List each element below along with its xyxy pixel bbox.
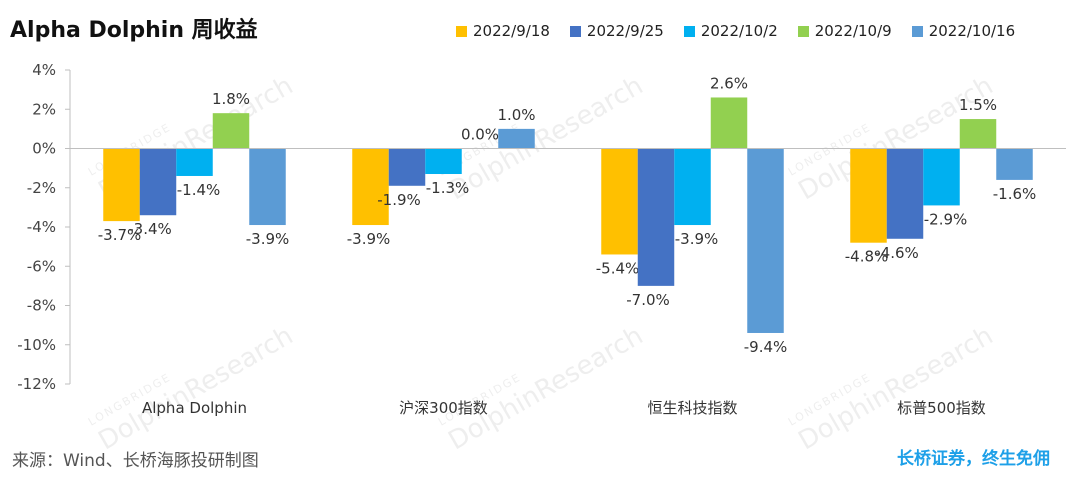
data-label: -7.0% (626, 291, 670, 309)
data-label: -3.9% (347, 230, 391, 248)
bar (996, 148, 1033, 180)
y-tick-label: -4% (27, 218, 56, 236)
data-label: 1.0% (497, 106, 535, 124)
legend-swatch-3 (797, 25, 809, 37)
data-label: 1.8% (212, 90, 250, 108)
data-label: -1.6% (993, 185, 1037, 203)
source-note: 来源：Wind、长桥海豚投研制图 (12, 451, 259, 471)
data-label: -3.9% (246, 230, 290, 248)
legend-item-1: 2022/9/25 (569, 22, 664, 40)
chart-title: Alpha Dolphin 周收益 (10, 18, 258, 43)
y-tick-label: -8% (27, 297, 56, 315)
bar (139, 148, 177, 216)
bar (601, 148, 638, 255)
data-label: -4.8% (845, 248, 889, 266)
legend-label-1: 2022/9/25 (586, 22, 664, 40)
data-label: -3.9% (675, 230, 719, 248)
x-category-label: 恒生科技指数 (647, 399, 737, 417)
watermark-name: DolphinResearch (94, 321, 299, 457)
bar (850, 148, 887, 243)
legend-label-4: 2022/10/16 (928, 22, 1016, 40)
legend-label-0: 2022/9/18 (473, 22, 550, 40)
watermark-name: DolphinResearch (444, 321, 649, 457)
y-tick-label: 2% (32, 100, 56, 118)
data-label: -1.4% (177, 181, 221, 199)
data-label: -3.7% (98, 226, 142, 244)
watermark-name: DolphinResearch (794, 321, 999, 457)
legend-swatch-2 (683, 25, 695, 37)
bar (674, 148, 711, 226)
bar (103, 148, 140, 222)
data-label: -1.3% (426, 179, 470, 197)
legend-label-2: 2022/10/2 (700, 22, 778, 40)
brand-slogan: 长桥证券，终生免佣 (897, 449, 1050, 469)
legend-swatch-4 (911, 25, 923, 37)
bar (959, 119, 997, 149)
legend-item-4: 2022/10/16 (911, 22, 1016, 40)
data-label: -2.9% (924, 210, 968, 228)
bar (388, 148, 426, 186)
data-label: -4.6% (875, 244, 919, 262)
legend-item-3: 2022/10/9 (797, 22, 892, 40)
legend-swatch-1 (569, 25, 581, 37)
y-tick-label: -10% (17, 336, 56, 354)
legend-swatch-0 (456, 25, 467, 37)
data-label: -9.4% (744, 338, 788, 356)
bar (637, 148, 675, 286)
data-label: 2.6% (710, 74, 748, 92)
legend-label-3: 2022/10/9 (814, 22, 892, 40)
x-category-label: 标普500指数 (897, 399, 986, 417)
y-tick-label: -2% (27, 179, 56, 197)
bar (886, 148, 924, 239)
bar (498, 128, 535, 149)
data-label: -3.4% (128, 220, 172, 238)
y-tick-label: -12% (17, 375, 56, 393)
y-tick-label: 0% (32, 140, 56, 158)
data-label: -5.4% (596, 259, 640, 277)
data-label: 1.5% (959, 96, 997, 114)
data-label: 0.0% (461, 126, 499, 144)
bar (249, 148, 286, 226)
y-tick-label: -6% (27, 257, 56, 275)
bar (425, 148, 462, 175)
bar (212, 113, 250, 149)
x-category-label: 沪深300指数 (399, 399, 488, 417)
y-tick-label: 4% (32, 61, 56, 79)
legend-item-0: 2022/9/18 (456, 22, 550, 40)
data-label: -1.9% (377, 191, 421, 209)
legend: 2022/9/18 2022/9/25 2022/10/2 2022/10/9 … (456, 22, 1015, 40)
legend-item-2: 2022/10/2 (683, 22, 778, 40)
bar (747, 148, 784, 333)
bar (352, 148, 389, 226)
bar (176, 148, 213, 176)
x-category-label: Alpha Dolphin (142, 399, 247, 417)
bar (710, 97, 748, 149)
bar (923, 148, 960, 206)
